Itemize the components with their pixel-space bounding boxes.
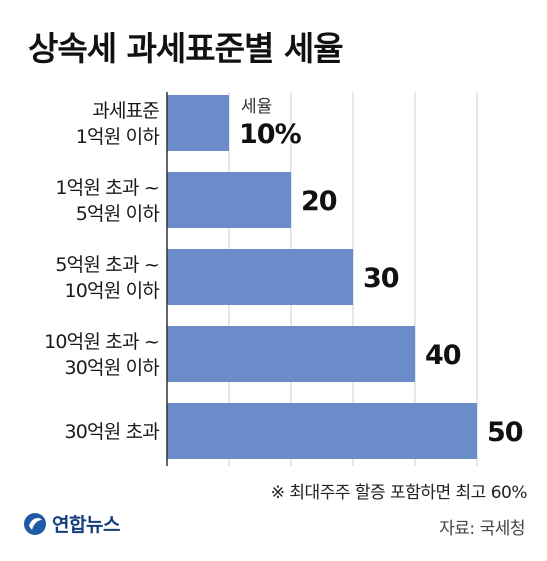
value-label: 30 [363, 263, 399, 294]
value-label: 50 [487, 417, 523, 448]
category-label: 1억원 초과 ~ [55, 177, 159, 199]
value-label: 20 [301, 186, 337, 217]
yonhap-logo: 연합뉴스 [22, 510, 120, 537]
chart-title: 상속세 과세표준별 세율 [28, 29, 344, 68]
footnote: ※ 최대주주 할증 포함하면 최고 60% [270, 483, 528, 503]
yonhap-logo-icon [24, 512, 46, 535]
bar [167, 403, 477, 459]
source-label: 자료: 국세청 [439, 519, 525, 539]
category-label: 1억원 이하 [76, 126, 160, 148]
category-label: 10억원 초과 ~ [44, 331, 159, 353]
category-label: 10억원 이하 [64, 280, 159, 302]
bar [167, 326, 415, 382]
category-label: 5억원 초과 ~ [55, 254, 159, 276]
bar [167, 249, 353, 305]
bar [167, 172, 291, 228]
value-label: 10% [239, 119, 302, 150]
bar [167, 95, 229, 151]
category-label: 5억원 이하 [76, 203, 160, 225]
series-label: 세율 [241, 97, 272, 117]
category-label: 30억원 초과 [64, 421, 159, 443]
category-label: 30억원 이하 [64, 357, 159, 379]
logo-text: 연합뉴스 [52, 514, 120, 536]
category-label: 과세표준 [92, 100, 159, 122]
value-label: 40 [425, 340, 461, 371]
